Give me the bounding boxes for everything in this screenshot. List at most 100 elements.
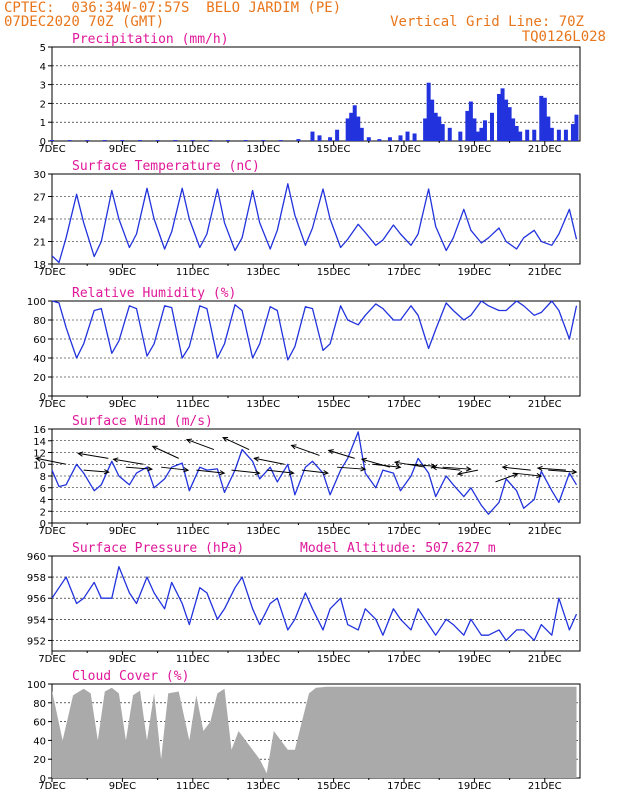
y-tick-label: 60 [33,335,46,346]
wind-arrow-head [536,465,543,472]
precip-bar [328,137,333,141]
y-tick-label: 0 [40,774,46,785]
y-tick-label: 12 [33,449,46,460]
x-tick-label: 13DEC [246,654,280,665]
x-tick-label: 19DEC [458,267,492,278]
precip-bar [387,137,392,141]
y-tick-label: 40 [33,736,46,747]
precip-bar [504,99,509,141]
x-tick-label: 19DEC [458,654,492,665]
y-tick-label: 10 [33,460,46,471]
x-tick-label: 17DEC [387,144,421,155]
wind-arrow-shaft [442,466,471,470]
wind-arrow-shaft [328,449,355,459]
x-tick-label: 11DEC [176,267,210,278]
wind-arrow-shaft [186,439,215,451]
wind-arrow-head [571,469,578,475]
panel-title: Precipitation (mm/h) [72,32,229,47]
wind-arrow-shaft [113,458,144,465]
panel-annotation: Model Altitude: 507.627 m [300,541,496,556]
precip-bar [296,139,301,141]
wind-arrow-shaft [395,461,426,468]
panel-title: Surface Wind (m/s) [72,414,213,429]
wind-arrow-head [103,469,110,475]
y-tick-label: 80 [33,316,46,327]
precip-bar [50,140,54,141]
wind-arrow-head [327,449,334,455]
precip-bar [472,118,477,141]
wind-arrow-head [34,456,42,462]
x-tick-label: 7DEC [38,654,65,665]
precip-bar [433,112,438,141]
precip-bar [465,110,470,141]
precip-bar [67,140,72,141]
x-tick-label: 13DEC [246,144,280,155]
precip-bar [405,131,410,141]
y-tick-label: 2 [40,507,46,518]
panel-title: Relative Humidity (%) [72,286,236,301]
precip-bar [507,107,512,141]
x-tick-label: 21DEC [528,267,562,278]
wind-arrow-shaft [125,466,152,470]
precip-bar [549,127,554,141]
x-tick-label: 19DEC [458,781,492,792]
precip-bar [173,140,178,141]
precip-bar [458,131,463,141]
x-tick-label: 7DEC [38,267,65,278]
y-tick-label: 3 [40,81,46,92]
wind-arrow-shaft [432,466,461,471]
precip-bar [310,131,315,141]
precip-bar [556,129,561,141]
x-tick-label: 15DEC [317,781,351,792]
wind-arrow-head [360,466,367,472]
precip-bar [482,120,487,141]
wind-arrow-shaft [161,466,189,471]
wind-arrow-head [151,445,158,451]
wind-arrow-shaft [222,437,250,451]
wind-arrow-head [253,456,260,462]
wind-arrow-head [77,451,84,457]
x-tick-label: 9DEC [109,144,136,155]
y-tick-label: 954 [27,615,46,626]
precip-bar [155,140,160,141]
x-tick-label: 21DEC [528,781,562,792]
series-line [51,183,578,264]
precip-bar [423,118,428,141]
y-tick-label: 1 [40,118,46,129]
x-tick-label: 17DEC [387,267,421,278]
x-tick-label: 13DEC [246,526,280,537]
wind-arrow-head [147,466,154,472]
x-tick-label: 15DEC [317,654,351,665]
x-tick-label: 19DEC [458,144,492,155]
y-tick-label: 14 [33,437,46,448]
wind-arrow-head [536,472,543,479]
wind-arrow-shaft [495,473,518,483]
x-tick-label: 11DEC [176,654,210,665]
y-tick-label: 2 [40,99,46,110]
precip-bar [359,127,364,141]
precip-bar [574,114,579,141]
wind-arrow-head [290,444,297,450]
precip-bar [511,118,516,141]
x-tick-label: 11DEC [176,781,210,792]
wind-arrow-shaft [361,458,391,468]
x-tick-label: 11DEC [176,526,210,537]
panel-frame [51,46,581,142]
wind-arrow-shaft [548,469,577,473]
panel-title: Surface Temperature (nC) [72,159,260,174]
x-tick-label: 21DEC [528,399,562,410]
header-model-id: TQ0126L028 [521,29,606,45]
precip-bar [426,82,431,141]
y-tick-label: 960 [27,552,46,563]
precip-bar [490,112,494,141]
y-tick-label: 18 [33,260,46,271]
wind-arrow-head [254,470,261,476]
wind-arrow-head [219,470,226,476]
y-tick-label: 40 [33,354,46,365]
header-grid-line: Vertical Grid Line: 70Z [390,14,584,30]
x-tick-label: 15DEC [317,399,351,410]
precip-bar [138,140,142,141]
precip-bar [377,139,382,141]
precip-bar [190,140,195,141]
